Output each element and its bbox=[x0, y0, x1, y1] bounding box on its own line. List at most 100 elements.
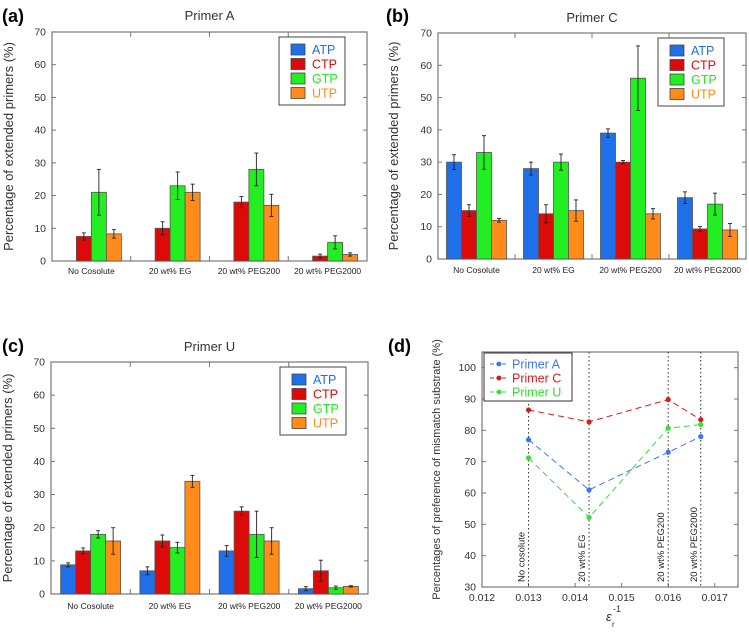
bar-utp bbox=[342, 585, 359, 595]
category-label: 20 wt% EG bbox=[149, 266, 192, 276]
y-tick-label: 100 bbox=[458, 362, 476, 374]
data-point bbox=[665, 425, 671, 431]
data-point bbox=[586, 514, 592, 521]
legend-label: GTP bbox=[312, 72, 338, 86]
bar-atp bbox=[600, 132, 616, 260]
data-point bbox=[525, 455, 532, 461]
y-tick-label: 60 bbox=[464, 488, 476, 500]
legend-box bbox=[278, 36, 346, 106]
bar-utp bbox=[184, 480, 201, 595]
legend-label: ATP bbox=[312, 43, 335, 57]
y-tick-label: 50 bbox=[420, 92, 432, 104]
legend-label: Primer U bbox=[512, 386, 561, 400]
legend-box bbox=[657, 37, 725, 107]
x-tick-label: 0.014 bbox=[562, 592, 588, 604]
x-tick-label: 0.012 bbox=[469, 592, 495, 604]
data-point bbox=[665, 397, 671, 403]
series-line-primer-c bbox=[528, 399, 702, 423]
panel-d: (d) Percentages of preference of mismatch… bbox=[388, 336, 739, 629]
y-tick-label: 40 bbox=[33, 456, 45, 468]
y-tick-label: 60 bbox=[420, 60, 432, 72]
y-tick-label: 20 bbox=[33, 522, 45, 534]
legend-label: UTP bbox=[312, 87, 337, 101]
legend-label: UTP bbox=[691, 88, 716, 102]
bar-ctp bbox=[615, 161, 631, 260]
data-point bbox=[586, 419, 592, 425]
bar-utp bbox=[184, 191, 201, 262]
chart-title: Primer A bbox=[185, 8, 235, 23]
legend-marker bbox=[496, 375, 502, 381]
bar-utp bbox=[491, 219, 507, 260]
legend-label: GTP bbox=[691, 73, 717, 87]
y-tick-label: 30 bbox=[420, 157, 432, 169]
legend-swatch bbox=[669, 88, 685, 100]
category-label: 20 wt% EG bbox=[149, 601, 192, 611]
y-tick-label: 30 bbox=[464, 582, 476, 594]
y-tick-label: 30 bbox=[33, 489, 45, 501]
y-tick-label: 70 bbox=[33, 357, 45, 369]
legend-swatch bbox=[291, 388, 307, 400]
bar-atp bbox=[446, 161, 462, 260]
category-label: 20 wt% PEG2000 bbox=[674, 265, 741, 275]
panel-label: (b) bbox=[386, 6, 409, 26]
legend-label: Primer A bbox=[512, 358, 561, 372]
legend-label: Primer C bbox=[512, 372, 561, 386]
data-point bbox=[698, 434, 704, 440]
legend-swatch bbox=[290, 72, 306, 85]
y-tick-label: 80 bbox=[464, 425, 476, 437]
bar-ctp bbox=[75, 550, 92, 595]
legend-marker bbox=[496, 389, 502, 395]
panel-b: (b) Primer C Percentage of extended primer… bbox=[386, 6, 747, 275]
y-tick-label: 60 bbox=[34, 59, 46, 71]
x-tick-label: 0.013 bbox=[515, 592, 541, 604]
x-tick-label: 0.017 bbox=[702, 592, 728, 604]
y-tick-label: 10 bbox=[33, 555, 45, 567]
panel-label: (a) bbox=[2, 6, 24, 26]
y-tick-label: 0 bbox=[426, 254, 432, 266]
category-label: No Cosolute bbox=[68, 266, 115, 276]
panel-label: (c) bbox=[2, 336, 24, 356]
category-label: 20 wt% PEG2000 bbox=[294, 266, 361, 276]
bar-atp bbox=[677, 197, 693, 260]
y-tick-label: 30 bbox=[34, 157, 46, 169]
legend-label: CTP bbox=[313, 388, 338, 402]
panel-c: (c) Primer U Percentage of extended primer… bbox=[0, 336, 369, 611]
y-tick-label: 0 bbox=[39, 589, 45, 601]
legend-label: ATP bbox=[691, 44, 714, 58]
legend-swatch bbox=[669, 59, 685, 71]
bar-gtp bbox=[90, 533, 107, 595]
bar-ctp bbox=[154, 540, 171, 595]
x-axis-label-subscript: r bbox=[612, 620, 615, 629]
legend-box bbox=[279, 366, 347, 436]
chart-title: Primer U bbox=[184, 339, 235, 354]
legend-label: UTP bbox=[313, 417, 338, 431]
x-tick-label: 0.015 bbox=[608, 592, 634, 604]
bar-atp bbox=[523, 168, 539, 260]
y-tick-label: 70 bbox=[34, 27, 46, 39]
y-tick-label: 50 bbox=[34, 92, 46, 104]
data-point bbox=[665, 449, 671, 455]
data-point bbox=[698, 417, 704, 423]
y-tick-label: 20 bbox=[34, 190, 46, 202]
legend-label: GTP bbox=[313, 402, 339, 416]
category-label: 20 wt% EG bbox=[532, 265, 575, 275]
x-tick-label: 0.016 bbox=[655, 592, 681, 604]
y-axis-label: Percentage of extended primers (%) bbox=[386, 42, 401, 251]
series-line-primer-a bbox=[528, 436, 701, 491]
condition-annotation: No cosolute bbox=[517, 532, 528, 582]
y-tick-label: 50 bbox=[33, 423, 45, 435]
series-line-primer-u bbox=[528, 424, 701, 519]
y-axis-label: Percentages of preference of mismatch su… bbox=[431, 339, 443, 599]
condition-annotation: 20 wt% EG bbox=[577, 534, 588, 582]
category-label: 20 wt% PEG200 bbox=[218, 601, 281, 611]
x-axis-label-superscript: -1 bbox=[613, 604, 621, 614]
chart-title: Primer C bbox=[566, 10, 617, 25]
y-tick-label: 70 bbox=[464, 456, 476, 468]
category-label: 20 wt% PEG2000 bbox=[295, 601, 362, 611]
legend-label: CTP bbox=[691, 59, 716, 73]
bar-atp bbox=[60, 564, 77, 595]
plot-frame bbox=[481, 351, 739, 588]
